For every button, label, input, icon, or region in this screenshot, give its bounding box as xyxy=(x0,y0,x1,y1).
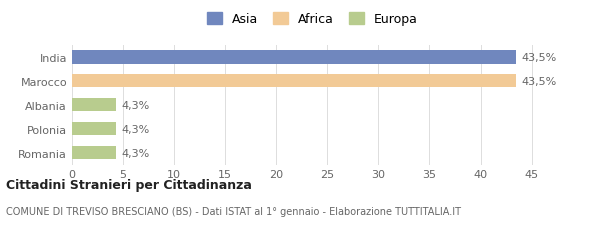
Bar xyxy=(72,123,116,136)
Legend: Asia, Africa, Europa: Asia, Africa, Europa xyxy=(203,9,421,30)
Text: 43,5%: 43,5% xyxy=(521,53,557,63)
Bar xyxy=(72,75,516,88)
Text: COMUNE DI TREVISO BRESCIANO (BS) - Dati ISTAT al 1° gennaio - Elaborazione TUTTI: COMUNE DI TREVISO BRESCIANO (BS) - Dati … xyxy=(6,206,461,216)
Bar xyxy=(72,99,116,112)
Text: 4,3%: 4,3% xyxy=(121,124,149,134)
Bar xyxy=(72,146,116,159)
Text: 4,3%: 4,3% xyxy=(121,148,149,158)
Bar xyxy=(72,51,516,64)
Text: 4,3%: 4,3% xyxy=(121,100,149,110)
Text: Cittadini Stranieri per Cittadinanza: Cittadini Stranieri per Cittadinanza xyxy=(6,179,252,192)
Text: 43,5%: 43,5% xyxy=(521,76,557,87)
